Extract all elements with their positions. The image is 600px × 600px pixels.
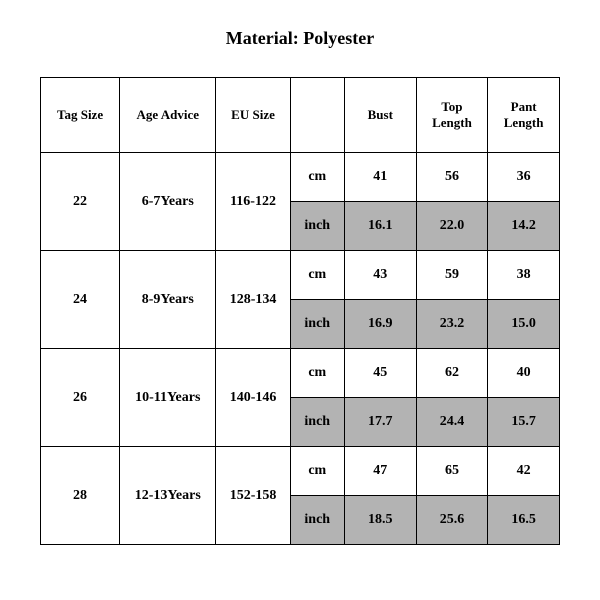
cell-top-inch: 25.6	[416, 496, 488, 545]
cell-unit-cm: cm	[290, 447, 344, 496]
cell-bust-inch: 18.5	[344, 496, 416, 545]
cell-top-cm: 65	[416, 447, 488, 496]
cell-pant-inch: 15.7	[488, 398, 560, 447]
cell-tag: 24	[41, 251, 120, 349]
col-pant-length-label: PantLength	[504, 99, 544, 130]
col-tag-size: Tag Size	[41, 78, 120, 153]
cell-pant-cm: 40	[488, 349, 560, 398]
cell-pant-inch: 14.2	[488, 202, 560, 251]
cell-bust-inch: 16.1	[344, 202, 416, 251]
table-row: 22 6-7Years 116-122 cm 41 56 36	[41, 153, 560, 202]
cell-age: 6-7Years	[120, 153, 216, 251]
cell-eu: 116-122	[216, 153, 290, 251]
cell-pant-cm: 42	[488, 447, 560, 496]
cell-age: 12-13Years	[120, 447, 216, 545]
cell-pant-cm: 36	[488, 153, 560, 202]
cell-unit-inch: inch	[290, 300, 344, 349]
cell-top-inch: 22.0	[416, 202, 488, 251]
cell-unit-inch: inch	[290, 398, 344, 447]
table-row: 26 10-11Years 140-146 cm 45 62 40	[41, 349, 560, 398]
cell-age: 8-9Years	[120, 251, 216, 349]
cell-age: 10-11Years	[120, 349, 216, 447]
cell-unit-cm: cm	[290, 251, 344, 300]
col-age-advice: Age Advice	[120, 78, 216, 153]
cell-bust-cm: 41	[344, 153, 416, 202]
col-pant-length: PantLength	[488, 78, 560, 153]
cell-bust-inch: 16.9	[344, 300, 416, 349]
cell-tag: 22	[41, 153, 120, 251]
cell-top-cm: 62	[416, 349, 488, 398]
cell-unit-cm: cm	[290, 153, 344, 202]
size-table-container: Tag Size Age Advice EU Size Bust TopLeng…	[0, 77, 600, 545]
cell-unit-inch: inch	[290, 496, 344, 545]
cell-top-cm: 56	[416, 153, 488, 202]
cell-pant-inch: 16.5	[488, 496, 560, 545]
col-top-length-label: TopLength	[432, 99, 472, 130]
size-table: Tag Size Age Advice EU Size Bust TopLeng…	[40, 77, 560, 545]
table-row: 24 8-9Years 128-134 cm 43 59 38	[41, 251, 560, 300]
cell-bust-cm: 43	[344, 251, 416, 300]
col-bust: Bust	[344, 78, 416, 153]
cell-pant-cm: 38	[488, 251, 560, 300]
cell-eu: 140-146	[216, 349, 290, 447]
cell-unit-cm: cm	[290, 349, 344, 398]
cell-unit-inch: inch	[290, 202, 344, 251]
col-unit	[290, 78, 344, 153]
cell-tag: 26	[41, 349, 120, 447]
cell-pant-inch: 15.0	[488, 300, 560, 349]
table-row: 28 12-13Years 152-158 cm 47 65 42	[41, 447, 560, 496]
cell-tag: 28	[41, 447, 120, 545]
cell-top-cm: 59	[416, 251, 488, 300]
table-header-row: Tag Size Age Advice EU Size Bust TopLeng…	[41, 78, 560, 153]
page-title: Material: Polyester	[0, 28, 600, 49]
page: Material: Polyester Tag Size Age Advice …	[0, 0, 600, 600]
cell-bust-cm: 45	[344, 349, 416, 398]
col-eu-size: EU Size	[216, 78, 290, 153]
cell-top-inch: 23.2	[416, 300, 488, 349]
cell-bust-inch: 17.7	[344, 398, 416, 447]
cell-eu: 128-134	[216, 251, 290, 349]
cell-bust-cm: 47	[344, 447, 416, 496]
col-top-length: TopLength	[416, 78, 488, 153]
cell-top-inch: 24.4	[416, 398, 488, 447]
cell-eu: 152-158	[216, 447, 290, 545]
